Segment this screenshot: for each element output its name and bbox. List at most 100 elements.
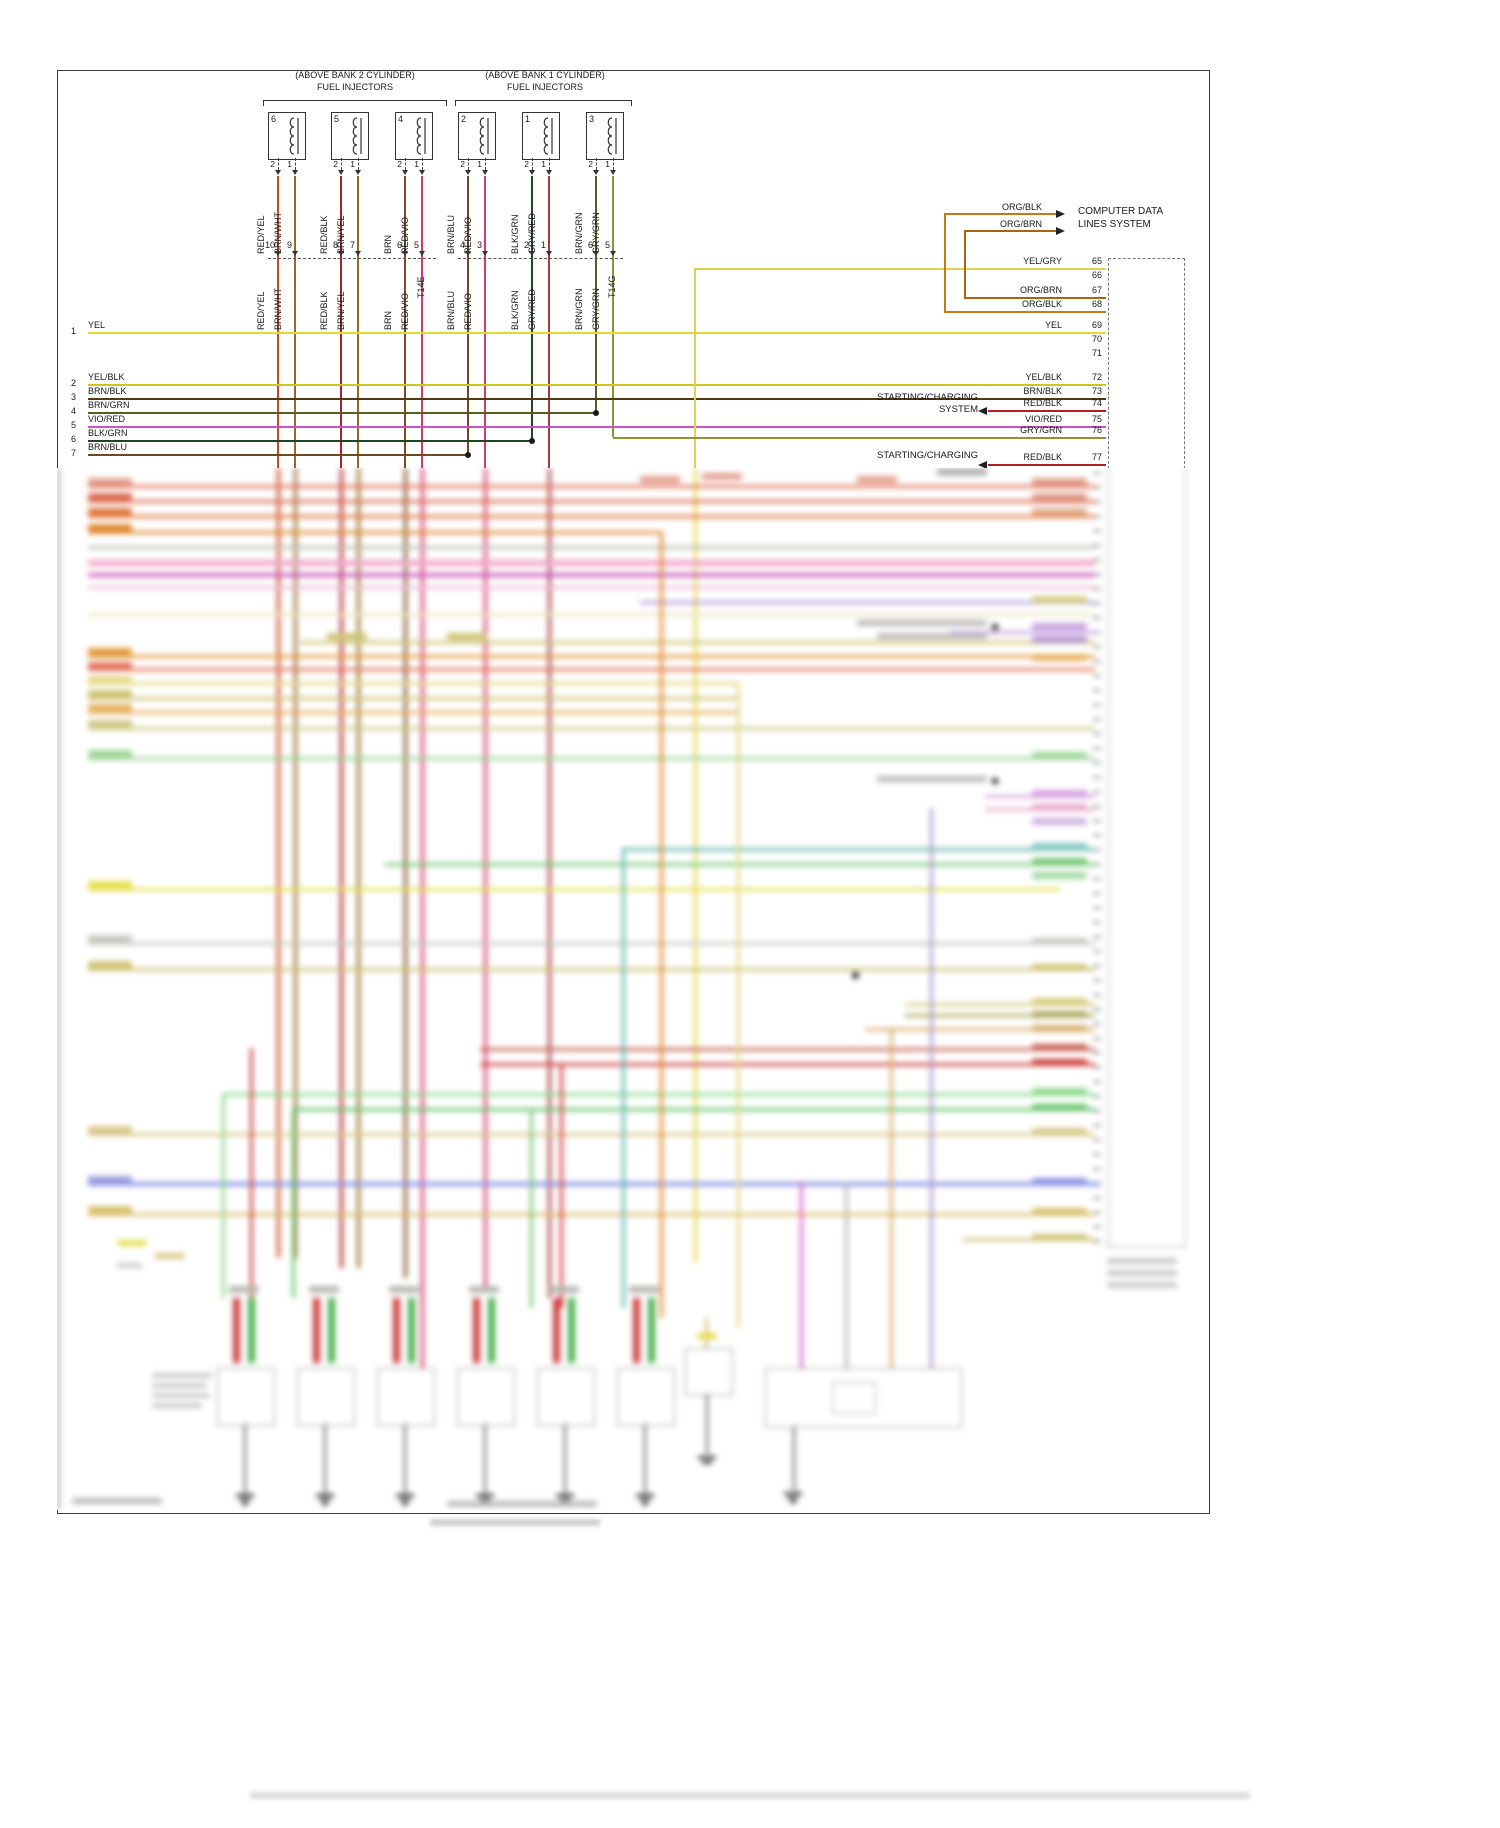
coil-icon: [479, 117, 489, 155]
wire-blk-grn: [531, 176, 533, 440]
connector-arrow-icon: [275, 251, 281, 256]
connector-arrow-icon: [419, 170, 425, 175]
row-number: 3: [70, 392, 76, 402]
ground-symbol: [316, 1494, 334, 1497]
connector-arrow-icon: [419, 251, 425, 256]
wire-label: BRN/BLK: [1023, 386, 1062, 396]
wire-label: YEL/GRY: [1023, 256, 1062, 266]
connector-pin: 8: [332, 240, 338, 250]
wire-brn-blu: [88, 454, 468, 456]
arrow-left-icon: [978, 407, 987, 415]
wire-red-vio: [421, 176, 423, 468]
inline-connector-t14g: [458, 258, 623, 259]
bank1-header: (ABOVE BANK 1 CYLINDER) FUEL INJECTORS: [450, 69, 640, 93]
ground-symbol: [698, 1456, 716, 1459]
injector-3: 3: [586, 112, 624, 160]
pcm-pin: 65: [1091, 256, 1102, 266]
wire-label: YEL: [88, 320, 106, 330]
connector-arrow-icon: [482, 251, 488, 256]
wire-label: RED/BLK: [319, 291, 329, 330]
pcm-pin: 70: [1091, 334, 1102, 344]
wire-label: RED/BLK: [1023, 452, 1062, 462]
injector-number: 6: [271, 114, 277, 124]
connector-pin: 1: [540, 240, 546, 250]
wire-red-vio: [484, 176, 486, 468]
component-box: [685, 1348, 733, 1396]
injector-6: 6: [268, 112, 306, 160]
wire-org-brn: [965, 230, 1056, 232]
connector-pin: 9: [286, 240, 292, 250]
wire-label: GRY/GRN: [1020, 425, 1062, 435]
wire-yel-gry: [694, 268, 696, 468]
bank1-bracket: [455, 100, 632, 106]
connector-pin: 7: [349, 240, 355, 250]
ground-symbol: [784, 1492, 802, 1495]
coil-icon: [352, 117, 362, 155]
terminal-pin: 2: [270, 159, 275, 169]
arrow-right-icon: [1056, 210, 1065, 218]
connector-pin: 5: [413, 240, 419, 250]
wire-label: YEL: [1044, 320, 1062, 330]
pcm-pin: 76: [1091, 425, 1102, 435]
coil-icon: [289, 117, 299, 155]
pcm-connector-box: [1108, 258, 1185, 469]
wire-yel-gry: [695, 268, 1106, 270]
connector-arrow-icon: [292, 251, 298, 256]
terminal-pin: 1: [605, 159, 610, 169]
injector-5: 5: [331, 112, 369, 160]
wire-org-blk: [944, 213, 946, 313]
connector-arrow-icon: [546, 170, 552, 175]
pcm-pin: 77: [1091, 452, 1102, 462]
wire-red-yel: [277, 176, 279, 468]
pcm-pin: 74: [1091, 398, 1102, 408]
connector-arrow-icon: [292, 170, 298, 175]
component-box: [457, 1368, 515, 1426]
connector-pin: 4: [459, 240, 465, 250]
inline-connector-t14e: [268, 258, 436, 259]
wire-brn-blk: [88, 398, 1106, 400]
coil-icon: [416, 117, 426, 155]
wire-label: BRN/YEL: [336, 291, 346, 330]
connector-arrow-icon: [402, 251, 408, 256]
wire-yel: [88, 332, 1106, 334]
pcm-pin: 73: [1091, 386, 1102, 396]
row-number: 5: [70, 420, 76, 430]
wire-label: ORG/BRN: [1019, 285, 1062, 295]
wire-label: BRN: [383, 310, 393, 330]
terminal-pin: 2: [397, 159, 402, 169]
ground-symbol: [396, 1494, 414, 1497]
injector-2: 2: [458, 112, 496, 160]
watermark: [430, 1519, 600, 1526]
wire-label: BRN/BLU: [88, 442, 128, 452]
pcm-pin: 66: [1091, 270, 1102, 280]
wire-label: BRN/GRN: [88, 400, 130, 410]
component-box: [537, 1368, 595, 1426]
component-box: [377, 1368, 435, 1426]
ground-symbol: [636, 1494, 654, 1497]
wire-label: VIO/RED: [1024, 414, 1062, 424]
connector-arrow-icon: [338, 251, 344, 256]
ground-symbol: [556, 1494, 574, 1497]
connector-name: T14E: [416, 276, 426, 298]
pcm-pin: 75: [1091, 414, 1102, 424]
wire-brn-yel: [357, 176, 359, 468]
connector-arrow-icon: [529, 251, 535, 256]
row-number: 4: [70, 406, 76, 416]
coil-icon: [543, 117, 553, 155]
wire-org-blk: [945, 311, 1106, 313]
wire-gry-grn: [613, 437, 1106, 439]
connector-arrow-icon: [465, 251, 471, 256]
connector-arrow-icon: [275, 170, 281, 175]
wire-brn-wht: [294, 176, 296, 468]
pcm-pin: 67: [1091, 285, 1102, 295]
connector-pin: 2: [523, 240, 529, 250]
computer-data-label-1: COMPUTER DATA: [1078, 206, 1164, 217]
component-box: [217, 1368, 275, 1426]
row-number: 2: [70, 378, 76, 388]
wire-gry-red: [548, 176, 550, 468]
wire-yel-blk: [88, 384, 1106, 386]
terminal-pin: 2: [588, 159, 593, 169]
bank2-bracket: [263, 100, 447, 106]
wire-brn-blu: [467, 176, 469, 454]
wire-label: BRN/GRN: [574, 288, 584, 330]
